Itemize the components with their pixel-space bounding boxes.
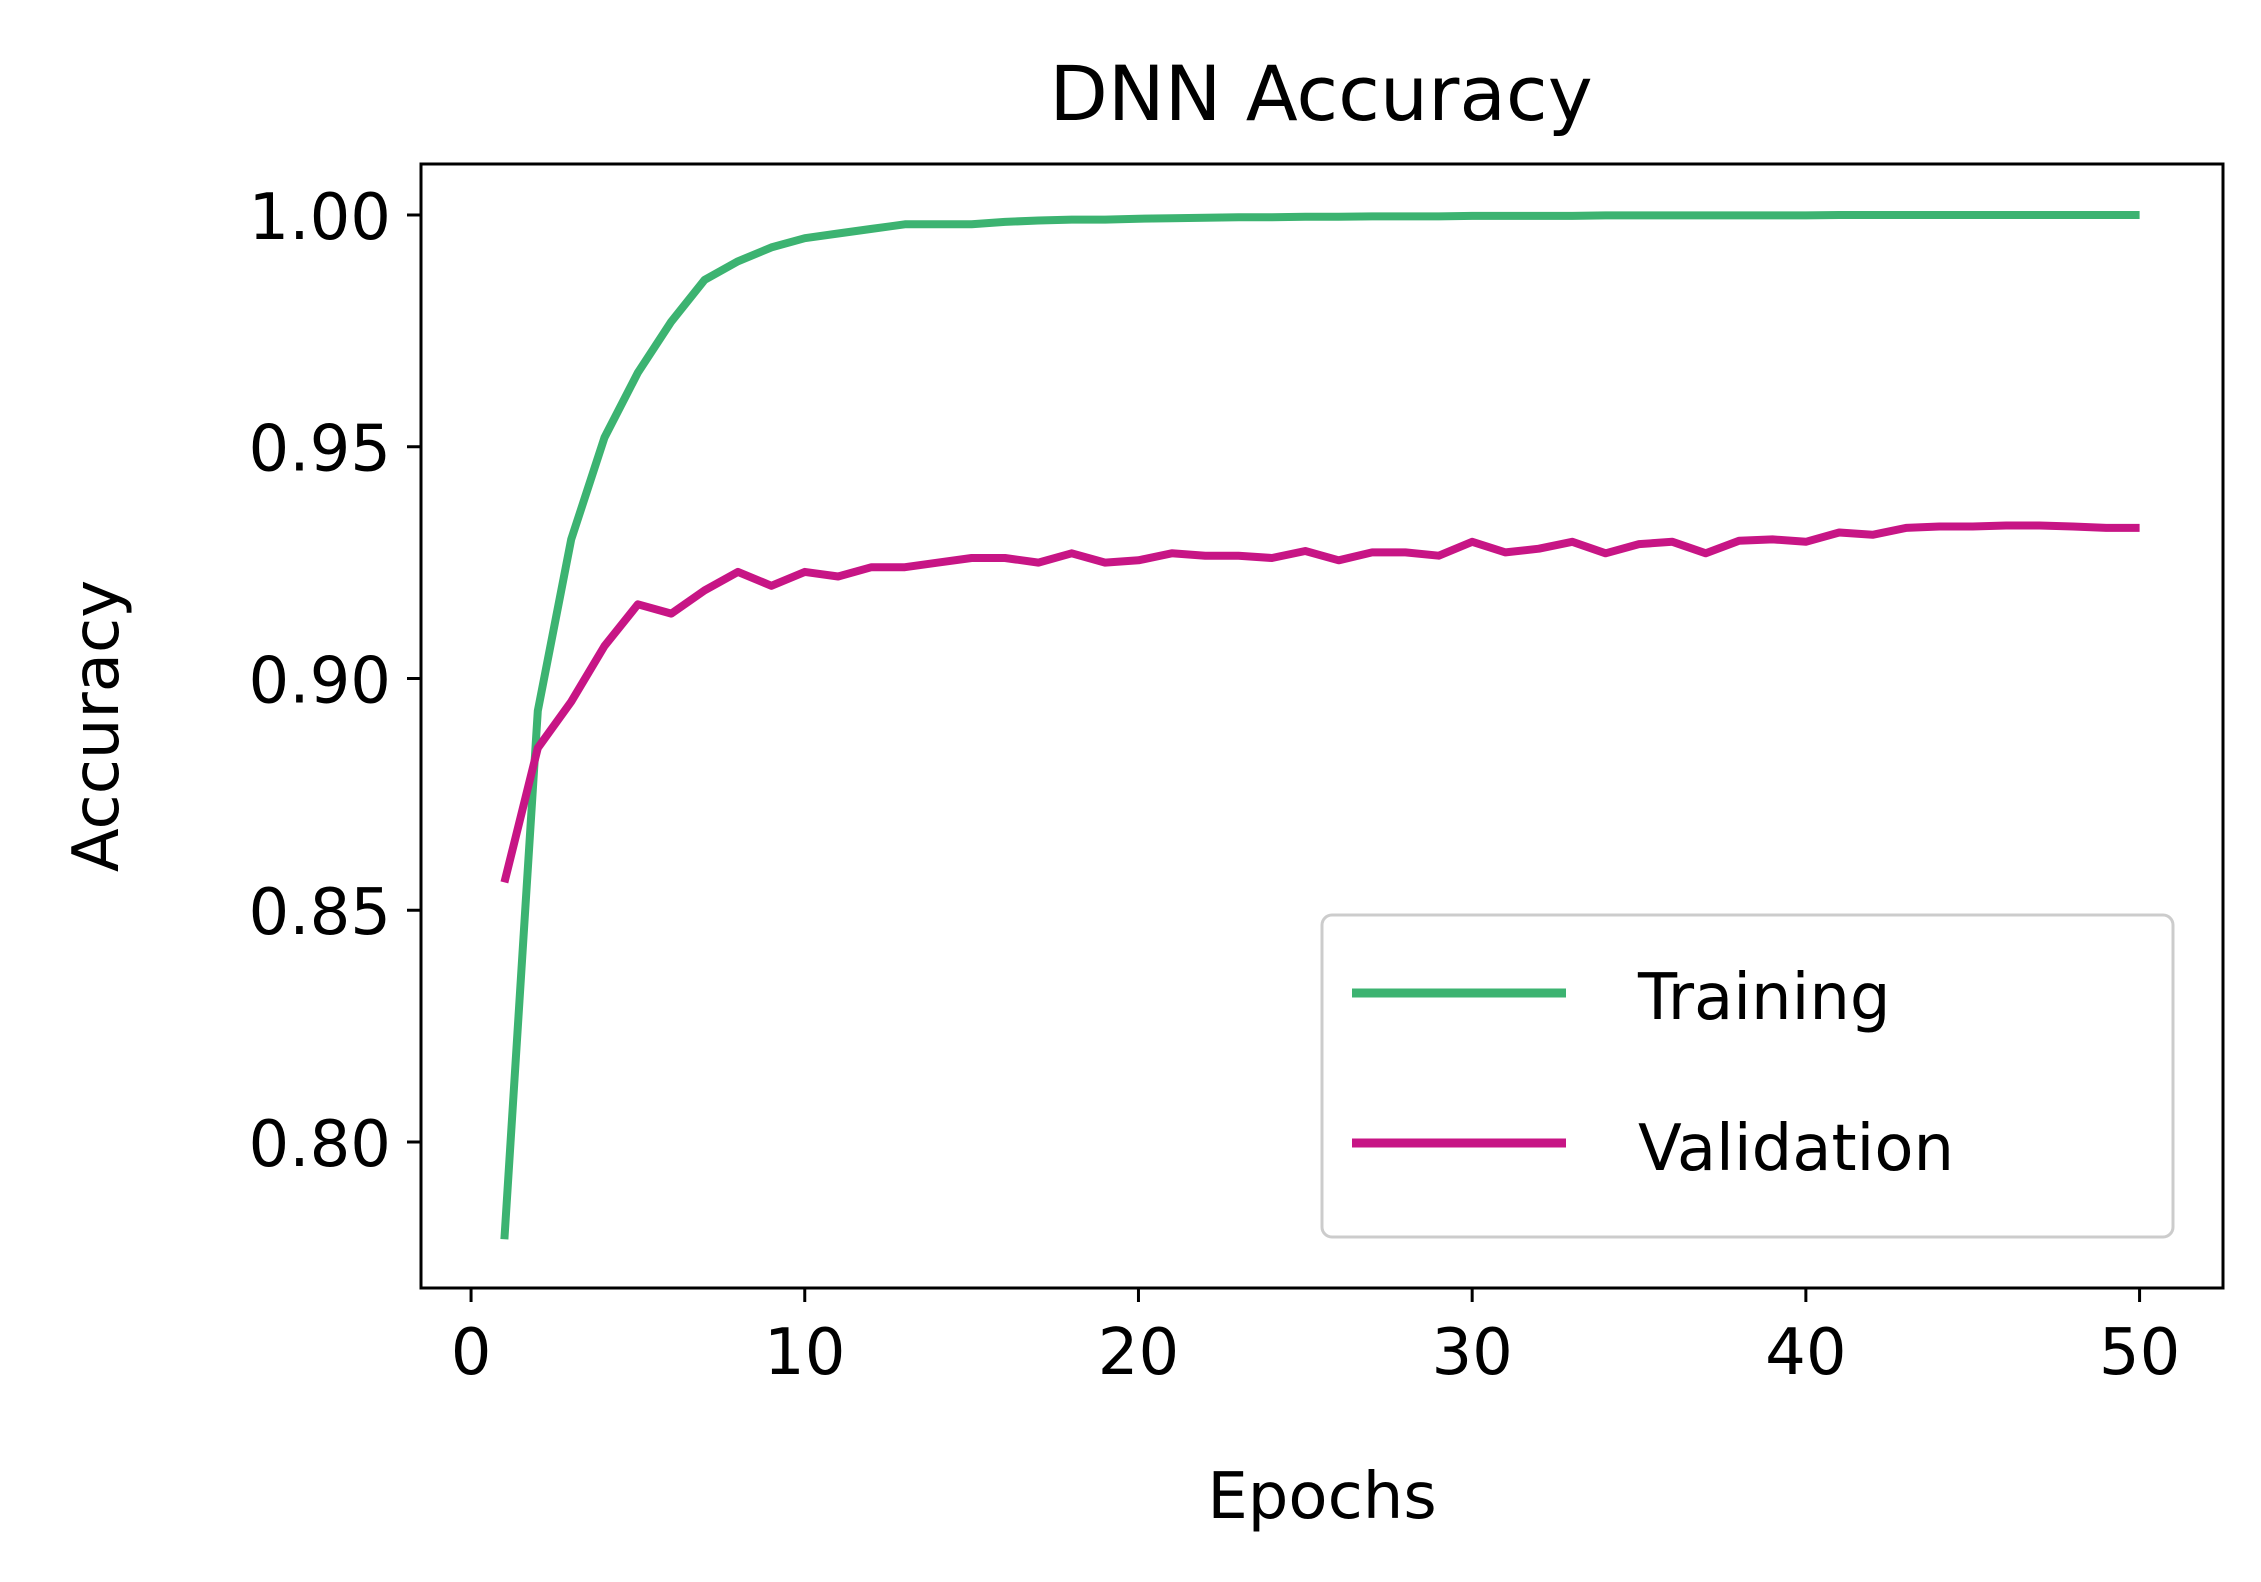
x-axis-label: Epochs [1207, 1460, 1436, 1534]
y-axis-label: Accuracy [60, 580, 134, 872]
y-tick-label: 0.90 [249, 644, 392, 718]
legend-label-validation: Validation [1638, 1112, 1954, 1186]
x-tick-label: 20 [1098, 1316, 1179, 1390]
series-line-validation [500, 521, 2140, 884]
x-tick-label: 50 [2099, 1316, 2180, 1390]
y-tick-label: 0.95 [249, 413, 392, 487]
y-tick-label: 1.00 [249, 181, 392, 255]
series-line-training [500, 211, 2140, 1240]
chart-title: DNN Accuracy [1049, 49, 1592, 138]
legend: Training Validation [1320, 913, 2175, 1239]
plot-frame [419, 162, 2225, 1290]
x-axis: 0 10 20 30 40 50 [451, 1288, 2180, 1390]
y-axis: 0.80 0.85 0.90 0.95 1.00 [249, 181, 421, 1182]
legend-label-training: Training [1637, 961, 1891, 1035]
x-tick-label: 10 [764, 1316, 845, 1390]
x-tick-label: 40 [1765, 1316, 1846, 1390]
plot-area [500, 211, 2140, 1240]
x-tick-label: 30 [1431, 1316, 1512, 1390]
x-tick-label: 0 [451, 1316, 492, 1390]
y-tick-label: 0.80 [249, 1108, 392, 1182]
y-tick-label: 0.85 [249, 876, 392, 950]
